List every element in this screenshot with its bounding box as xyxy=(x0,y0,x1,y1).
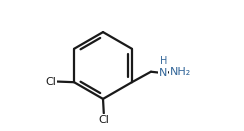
Text: H: H xyxy=(160,56,167,66)
Text: Cl: Cl xyxy=(98,115,109,125)
Text: N: N xyxy=(159,68,167,78)
Text: Cl: Cl xyxy=(45,77,56,87)
Text: NH₂: NH₂ xyxy=(170,67,191,77)
